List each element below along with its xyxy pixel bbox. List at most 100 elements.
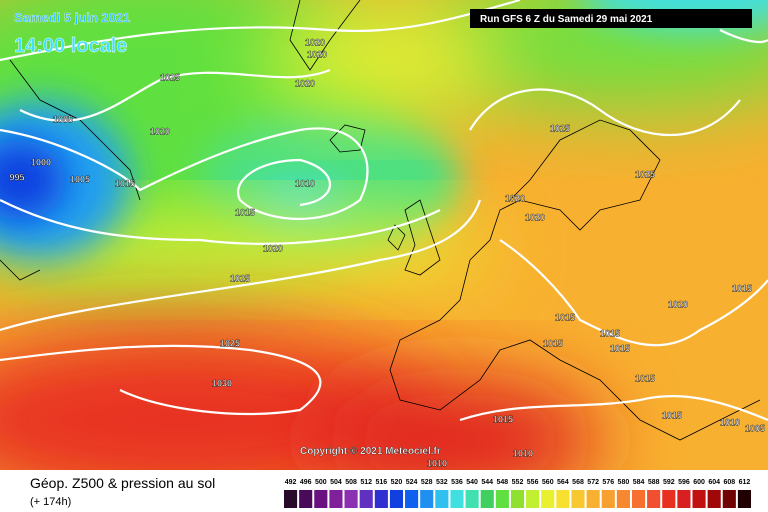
scale-label: 596	[678, 479, 690, 486]
scale-label: 528	[421, 479, 433, 486]
color-swatch	[405, 490, 419, 508]
color-swatch	[526, 490, 540, 508]
legend-title: Géop. Z500 & pression au sol	[30, 475, 215, 491]
color-swatch	[677, 490, 691, 508]
isobar-label: 1000	[31, 157, 51, 167]
isobar-label: 1030	[212, 378, 232, 388]
isobar-label: 1015	[235, 207, 255, 217]
isobar-label: 1015	[555, 312, 575, 322]
isobar-label: 1005	[70, 174, 90, 184]
scale-label: 504	[330, 479, 342, 486]
color-swatch	[601, 490, 615, 508]
scale-label: 496	[300, 479, 312, 486]
isobar-label: 1025	[220, 338, 240, 348]
scale-label: 592	[663, 479, 675, 486]
color-swatch	[510, 490, 525, 508]
isobar-label: 1005	[53, 114, 73, 124]
scale-label: 520	[391, 479, 403, 486]
copyright: Copyright © 2021 Meteociel.fr	[300, 446, 441, 457]
isobar-label: 1025	[160, 72, 180, 82]
scale-label: 552	[512, 479, 524, 486]
isobar-label: 1015	[635, 373, 655, 383]
color-swatch	[692, 490, 706, 508]
color-swatch	[662, 490, 676, 508]
scale-label: 508	[345, 479, 357, 486]
lead-time: (+ 174h)	[30, 496, 71, 508]
color-swatch	[344, 490, 358, 508]
isobar-label: 1015	[662, 410, 682, 420]
color-swatch	[556, 490, 570, 508]
isobar-label: 1025	[550, 123, 570, 133]
color-swatch	[329, 490, 343, 508]
scale-label: 556	[527, 479, 539, 486]
color-swatch	[480, 490, 494, 508]
color-swatch	[571, 490, 585, 508]
isobar-label: 1010	[513, 448, 533, 458]
run-info: Run GFS 6 Z du Samedi 29 mai 2021	[480, 14, 653, 25]
scale-label: 572	[587, 479, 599, 486]
scale-label: 540	[466, 479, 478, 486]
isobar-label: 1025	[635, 169, 655, 179]
scale-label: 524	[406, 479, 418, 486]
color-swatch	[435, 490, 449, 508]
color-swatch	[284, 490, 298, 508]
scale-label: 544	[481, 479, 493, 486]
scale-label: 568	[572, 479, 584, 486]
isobar-labels: 1020 1020 1025 1020 1005 1020 1000 995 1…	[9, 37, 765, 468]
scale-label: 500	[315, 479, 327, 486]
scale-label: 612	[739, 479, 751, 486]
scale-label: 608	[723, 479, 735, 486]
color-swatch	[299, 490, 313, 508]
run-box	[470, 9, 752, 28]
color-swatch	[450, 490, 464, 508]
scale-label: 548	[497, 479, 509, 486]
scale-label: 600	[693, 479, 705, 486]
color-swatch	[541, 490, 555, 508]
color-swatch	[420, 490, 434, 508]
isobar-label: 1015	[543, 338, 563, 348]
isobar-label: 995	[9, 172, 24, 182]
scale-label: 532	[436, 479, 448, 486]
isobar-label: 1020	[307, 49, 327, 59]
color-swatch	[616, 490, 630, 508]
isobar-label: 1010	[427, 458, 447, 468]
color-swatch	[631, 490, 646, 508]
color-swatch	[314, 490, 328, 508]
isobar-label: 1025	[230, 273, 250, 283]
scale-label: 560	[542, 479, 554, 486]
scale-label: 584	[633, 479, 645, 486]
isobar-label: 1020	[505, 193, 525, 203]
color-swatch	[586, 490, 600, 508]
color-swatch	[737, 490, 751, 508]
color-swatch	[359, 490, 373, 508]
isobar-label: 1015	[115, 178, 135, 188]
scale-label: 564	[557, 479, 569, 486]
color-swatch	[389, 490, 404, 508]
color-swatch	[495, 490, 509, 508]
scale-label: 604	[708, 479, 720, 486]
scale-label: 512	[360, 479, 372, 486]
isobar-label: 1015	[600, 328, 620, 338]
color-swatch	[722, 490, 736, 508]
scale-label: 588	[648, 479, 660, 486]
forecast-time: 14:00 locale	[14, 35, 127, 57]
forecast-date: Samedi 5 juin 2021	[14, 10, 130, 25]
color-swatch	[374, 490, 388, 508]
isobar-label: 1020	[525, 212, 545, 222]
isobar-label: 1020	[305, 37, 325, 47]
isobar-label: 1020	[263, 243, 283, 253]
scale-label: 536	[451, 479, 463, 486]
color-swatch	[647, 490, 661, 508]
scale-label: 576	[602, 479, 614, 486]
isobar-label: 1010	[720, 417, 740, 427]
isobar-label: 1015	[732, 283, 752, 293]
isobar-label: 1020	[150, 126, 170, 136]
color-swatch	[465, 490, 479, 508]
isobar-label: 1015	[610, 343, 630, 353]
isobar-label: 1020	[295, 78, 315, 88]
scale-label: 492	[285, 479, 297, 486]
isobar-label: 1015	[493, 414, 513, 424]
color-swatch	[707, 490, 721, 508]
